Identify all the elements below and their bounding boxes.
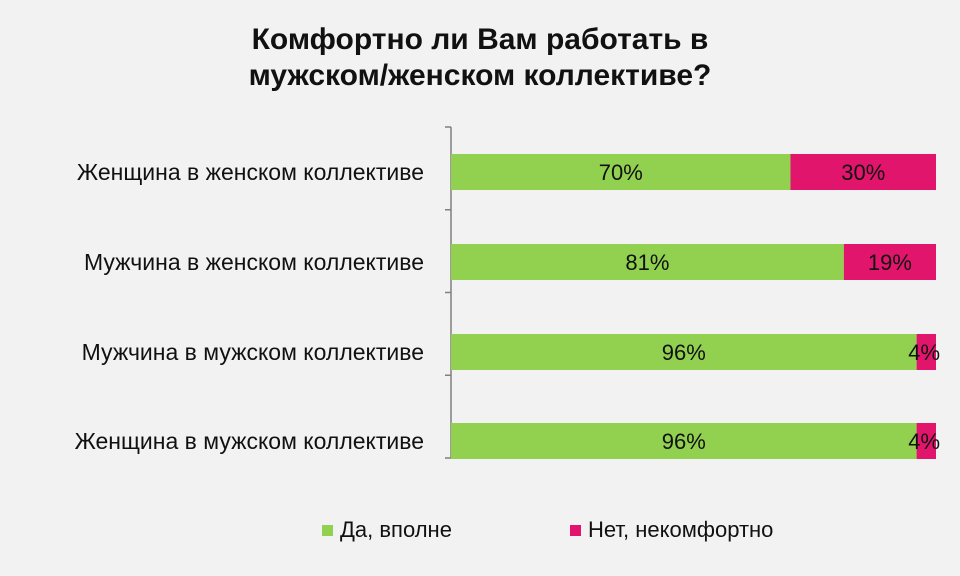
bar-segment-yes — [451, 423, 917, 459]
category-label: Мужчина в мужском коллективе — [82, 339, 424, 365]
data-label: 4% — [908, 429, 940, 454]
data-label: 70% — [599, 160, 643, 185]
data-label: 96% — [662, 429, 706, 454]
category-label: Мужчина в женском коллективе — [84, 249, 424, 275]
data-label: 19% — [868, 250, 912, 275]
chart-title: Комфортно ли Вам работать в мужском/женс… — [0, 22, 960, 94]
category-label: Женщина в женском коллективе — [77, 159, 424, 185]
bar-segment-yes — [451, 154, 791, 190]
legend-label: Нет, некомфортно — [588, 517, 773, 542]
data-label: 81% — [625, 250, 669, 275]
bar-segment-yes — [451, 334, 917, 370]
bar-segment-no — [916, 334, 936, 370]
legend-swatch — [570, 525, 581, 536]
bar-segment-no — [790, 154, 936, 190]
data-label: 96% — [662, 340, 706, 365]
legend-swatch — [322, 525, 333, 536]
bar-segment-no — [843, 244, 936, 280]
data-label: 4% — [908, 340, 940, 365]
chart-title-line-2: мужском/женском коллективе? — [248, 59, 712, 92]
bar-segment-no — [916, 423, 936, 459]
chart-title-line-1: Комфортно ли Вам работать в — [251, 23, 709, 56]
bar-segment-yes — [451, 244, 844, 280]
data-label: 30% — [841, 160, 885, 185]
legend-label: Да, вполне — [340, 517, 452, 542]
category-label: Женщина в мужском коллективе — [75, 428, 424, 454]
